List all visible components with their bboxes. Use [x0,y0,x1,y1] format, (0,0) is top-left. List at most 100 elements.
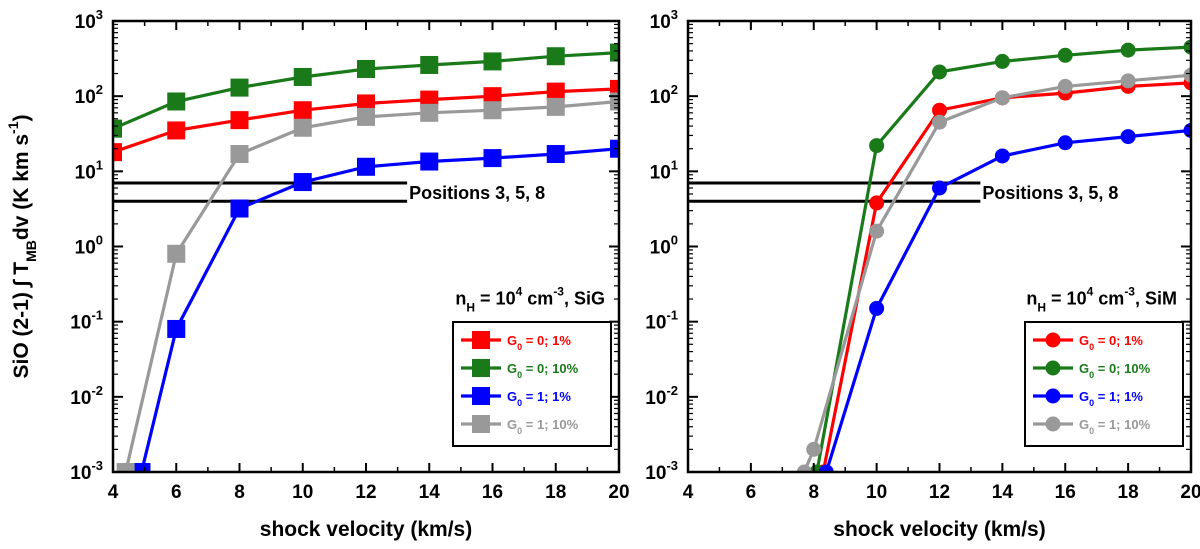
legend-swatch-marker [1045,388,1061,404]
data-point [546,82,565,101]
data-point [167,92,186,111]
x-tick-label: 18 [1118,482,1139,503]
data-point [483,52,502,71]
legend-swatch-marker [472,387,490,405]
data-point [610,92,619,111]
data-point [1057,78,1073,94]
data-point [1183,122,1191,138]
data-point [994,53,1010,69]
data-point [796,464,812,472]
y-tick-label: 101 [75,157,103,183]
data-point [167,319,186,338]
data-point [116,463,135,472]
legend-label: G0 = 1; 1% [507,389,571,408]
y-tick-label: 103 [75,7,103,33]
data-point [1120,73,1136,89]
legend-swatch-marker [1045,360,1061,376]
data-point [869,300,885,316]
y-tick-label: 10-3 [645,458,678,484]
y-tick-label: 10-2 [645,383,678,409]
data-point [293,67,312,86]
legend: G0 = 0; 1% G0 = 0; 10% G0 = 1; 1% G0 = 1; 1… [452,321,612,447]
y-tick-label: 10-2 [70,383,103,409]
data-point [869,138,885,154]
x-tick-label: 12 [929,482,950,503]
data-point [818,464,834,472]
legend-label: G0 = 0; 1% [507,333,571,352]
x-tick-label: 8 [808,482,819,503]
data-point [293,101,312,120]
data-point [546,97,565,116]
data-point [806,441,822,457]
x-tick-label: 16 [1055,482,1076,503]
data-point [610,43,619,62]
data-point [357,107,375,126]
positions-annotation: Positions 3, 5, 8 [409,183,545,203]
data-point [167,121,186,140]
x-tick-label: 14 [992,482,1014,503]
data-point [293,118,312,137]
data-point [230,145,249,164]
data-point [994,148,1010,164]
x-tick-label: 20 [608,482,629,503]
data-point [420,55,439,74]
x-axis-title: shock velocity (km/s) [833,518,1045,541]
y-tick-label: 10-1 [645,308,678,334]
legend-swatch-marker [1045,416,1061,432]
data-point [546,47,565,66]
panel-sim: Positions 3, 5, 8 4 6 8 10 12 14 16 18 20 10-3 10-2… [645,7,1200,541]
data-point [610,79,619,98]
data-point [167,244,186,263]
x-tick-label: 4 [683,482,694,503]
x-tick-label: 16 [482,482,503,503]
y-tick-label: 103 [650,7,678,33]
data-point [1183,67,1191,83]
legend-swatch-marker [1045,332,1061,348]
data-point [932,180,947,196]
x-tick-label: 10 [866,482,887,503]
data-point [483,101,502,120]
x-tick-label: 14 [419,482,441,503]
legend-label: G0 = 1; 10% [507,417,579,436]
legend-swatch-marker [472,359,490,377]
panel-sig: Positions 3, 5, 8 4 6 8 10 12 14 16 18 20 10-3 10-2… [5,7,630,541]
series-line [802,73,1191,472]
legend-swatch-marker [472,415,490,433]
series-group [113,43,619,472]
x-tick-label: 6 [171,482,182,503]
data-point [230,78,249,97]
data-point [869,195,885,211]
y-tick-label: 10-3 [70,458,103,484]
model-label: nH = 104 cm-3, SiM [1026,284,1177,314]
positions-annotation: Positions 3, 5, 8 [982,183,1118,203]
x-tick-label: 20 [1180,482,1200,503]
y-axis-title: SiO (2-1) ∫ TMBdv (K km s-1) [5,114,39,378]
legend-label: G0 = 1; 10% [1079,417,1151,436]
data-point [357,157,375,176]
data-point [483,87,502,106]
y-tick-label: 10-1 [70,308,103,334]
x-tick-label: 10 [292,482,313,503]
data-point [293,173,312,192]
legend-label: G0 = 0; 10% [1079,361,1151,380]
x-tick-label: 4 [108,482,119,503]
data-point [932,102,947,118]
x-tick-label: 6 [746,482,757,503]
y-tick-label: 100 [650,233,678,259]
data-point [357,59,375,78]
model-label: nH = 104 cm-3, SiG [455,284,605,314]
y-tick-label: 100 [75,233,103,259]
legend-swatch-marker [472,331,490,349]
data-point [230,199,249,218]
y-tick-label: 102 [75,82,103,108]
data-point [113,119,122,138]
data-point [994,90,1010,106]
data-point [113,143,122,162]
y-tick-label: 101 [650,157,678,183]
legend-label: G0 = 1; 1% [1079,389,1143,408]
data-point [1120,129,1136,145]
data-point [546,145,565,164]
y-tick-label: 102 [650,82,678,108]
